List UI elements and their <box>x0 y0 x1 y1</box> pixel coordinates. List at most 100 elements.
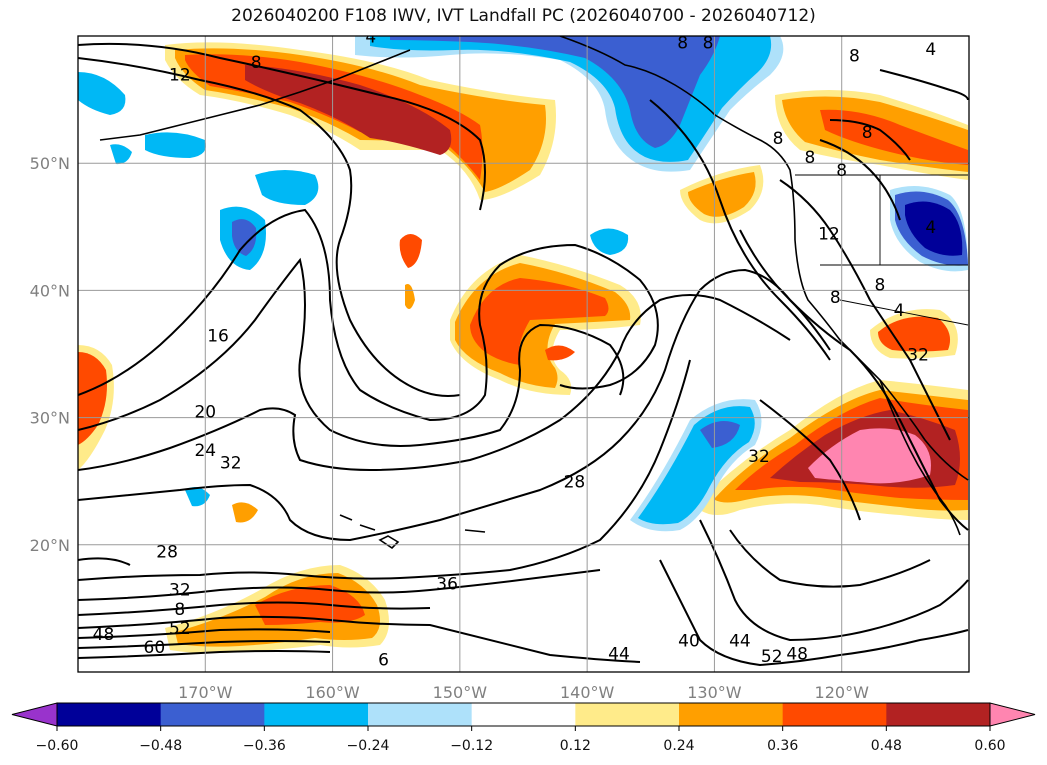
contour-label: 8 <box>804 148 815 168</box>
colorbar-tick-label: 0.48 <box>871 738 902 754</box>
contour-label: 8 <box>849 46 860 66</box>
contour-label: 32 <box>748 447 770 467</box>
chart-title: 2026040200 F108 IWV, IVT Landfall PC (20… <box>231 6 816 26</box>
contour-48 <box>78 628 331 639</box>
colorbar-tick-label: 0.12 <box>560 738 591 754</box>
contour-sw <box>759 399 861 521</box>
island-hawaii-3 <box>378 535 400 550</box>
contour-16 <box>78 208 659 422</box>
contour-ne-1 <box>649 99 831 361</box>
anomaly-mid-neg-2 <box>185 486 210 507</box>
contour-label: 48 <box>786 644 808 664</box>
contour-label: 8 <box>703 34 714 54</box>
contour-40 <box>78 601 431 616</box>
contour-label: 44 <box>608 644 630 664</box>
anomaly-central-pacific-red <box>470 278 609 365</box>
contour-label: 52 <box>169 619 191 639</box>
contour-east-3 <box>729 529 931 588</box>
colorbar-tick-label: 0.36 <box>767 738 798 754</box>
contour-28-main <box>78 268 831 542</box>
anomaly-nw-neg-4 <box>145 132 206 158</box>
anomaly-mid-neg-1 <box>590 228 629 255</box>
contour-label: 12 <box>169 66 191 86</box>
contour-20 <box>78 257 625 447</box>
contour-label: 4 <box>925 40 936 60</box>
coastlines <box>99 36 969 550</box>
anomaly-offshore-dark <box>700 421 740 448</box>
anomaly-coast-red <box>878 316 951 352</box>
anomaly-spot-1 <box>399 234 422 268</box>
contour-label: 24 <box>194 441 216 461</box>
contour-44 <box>78 615 641 663</box>
anomaly-nw-neg-5 <box>110 144 132 165</box>
contour-label: 8 <box>836 161 847 181</box>
x-tick-label: 140°W <box>560 683 615 702</box>
contour-ne-4 <box>819 139 901 221</box>
coastline-aleutians <box>99 49 411 141</box>
contour-label: 28 <box>156 543 178 563</box>
gridlines <box>78 36 969 672</box>
anomaly-nw-neg-2-dark <box>232 219 257 256</box>
contour-east-1 <box>659 559 969 667</box>
contour-label: 32 <box>907 345 929 365</box>
x-tick-label: 120°W <box>815 683 870 702</box>
contour-label: 8 <box>874 275 885 295</box>
contour-label: 12 <box>818 225 840 245</box>
anomaly-nw-neg-3 <box>255 170 319 205</box>
contour-label: 8 <box>174 600 185 620</box>
island-hawaii-4 <box>464 529 486 533</box>
anomaly-baja-pink <box>808 428 931 484</box>
anomaly-gulf-alaska-dark <box>245 65 452 155</box>
colorbar-segment <box>575 703 680 726</box>
contour-label: 8 <box>830 288 841 308</box>
contour-52 <box>78 640 331 649</box>
contour-label: 60 <box>144 638 166 658</box>
contour-label: 32 <box>220 453 242 473</box>
colorbar-tick-label: −0.36 <box>243 738 286 754</box>
political-borders <box>795 174 969 326</box>
border-states-3 <box>839 299 969 326</box>
contour-28-lower <box>78 557 131 566</box>
contour-label: 8 <box>251 53 262 73</box>
contour-32 <box>78 359 691 581</box>
contour-label: 52 <box>761 647 783 667</box>
colorbar-tick-label: 0.60 <box>974 738 1005 754</box>
x-tick-label: 150°W <box>433 683 488 702</box>
iwv-contours <box>78 42 969 667</box>
colorbar-tick-label: −0.60 <box>36 738 79 754</box>
colorbar-segment <box>368 703 473 726</box>
contour-label: 4 <box>365 27 376 47</box>
colorbar-extend-high <box>989 702 1036 727</box>
x-axis-ticks: 170°W 160°W 150°W 140°W 130°W 120°W <box>178 683 869 702</box>
colorbar-tick-label: −0.24 <box>347 738 390 754</box>
anomaly-jet-red <box>255 585 365 625</box>
contour-label: 40 <box>678 632 700 652</box>
contour-label: 20 <box>194 403 216 423</box>
colorbar: −0.60 −0.48 −0.36 −0.24 −0.12 0.12 0.24 0.36 0.4… <box>11 702 1036 754</box>
contour-label: 8 <box>862 123 873 143</box>
anomaly-spot-2 <box>232 502 258 523</box>
contour-label: 4 <box>894 301 905 321</box>
anomaly-interior-dark <box>905 201 963 256</box>
colorbar-tick-label: −0.48 <box>139 738 182 754</box>
contour-ne-5 <box>829 119 911 161</box>
map-frame <box>77 35 970 673</box>
coastline-baja <box>879 379 961 536</box>
colorbar-frame <box>56 702 991 727</box>
contour-8-north <box>78 42 486 211</box>
colorbar-tick-label: −0.12 <box>450 738 493 754</box>
colorbar-extend-low <box>11 702 58 727</box>
contour-label: 16 <box>207 326 229 346</box>
contour-label: 6 <box>378 651 389 671</box>
contour-label: 4 <box>925 218 936 238</box>
colorbar-segment <box>471 703 576 726</box>
colorbar-segment <box>264 703 369 726</box>
x-tick-label: 130°W <box>687 683 742 702</box>
anomaly-bc-red <box>820 109 968 165</box>
anomaly-nw-pacific-mid <box>688 172 756 217</box>
colorbar-segment <box>886 703 991 726</box>
anomaly-fills <box>78 36 968 654</box>
